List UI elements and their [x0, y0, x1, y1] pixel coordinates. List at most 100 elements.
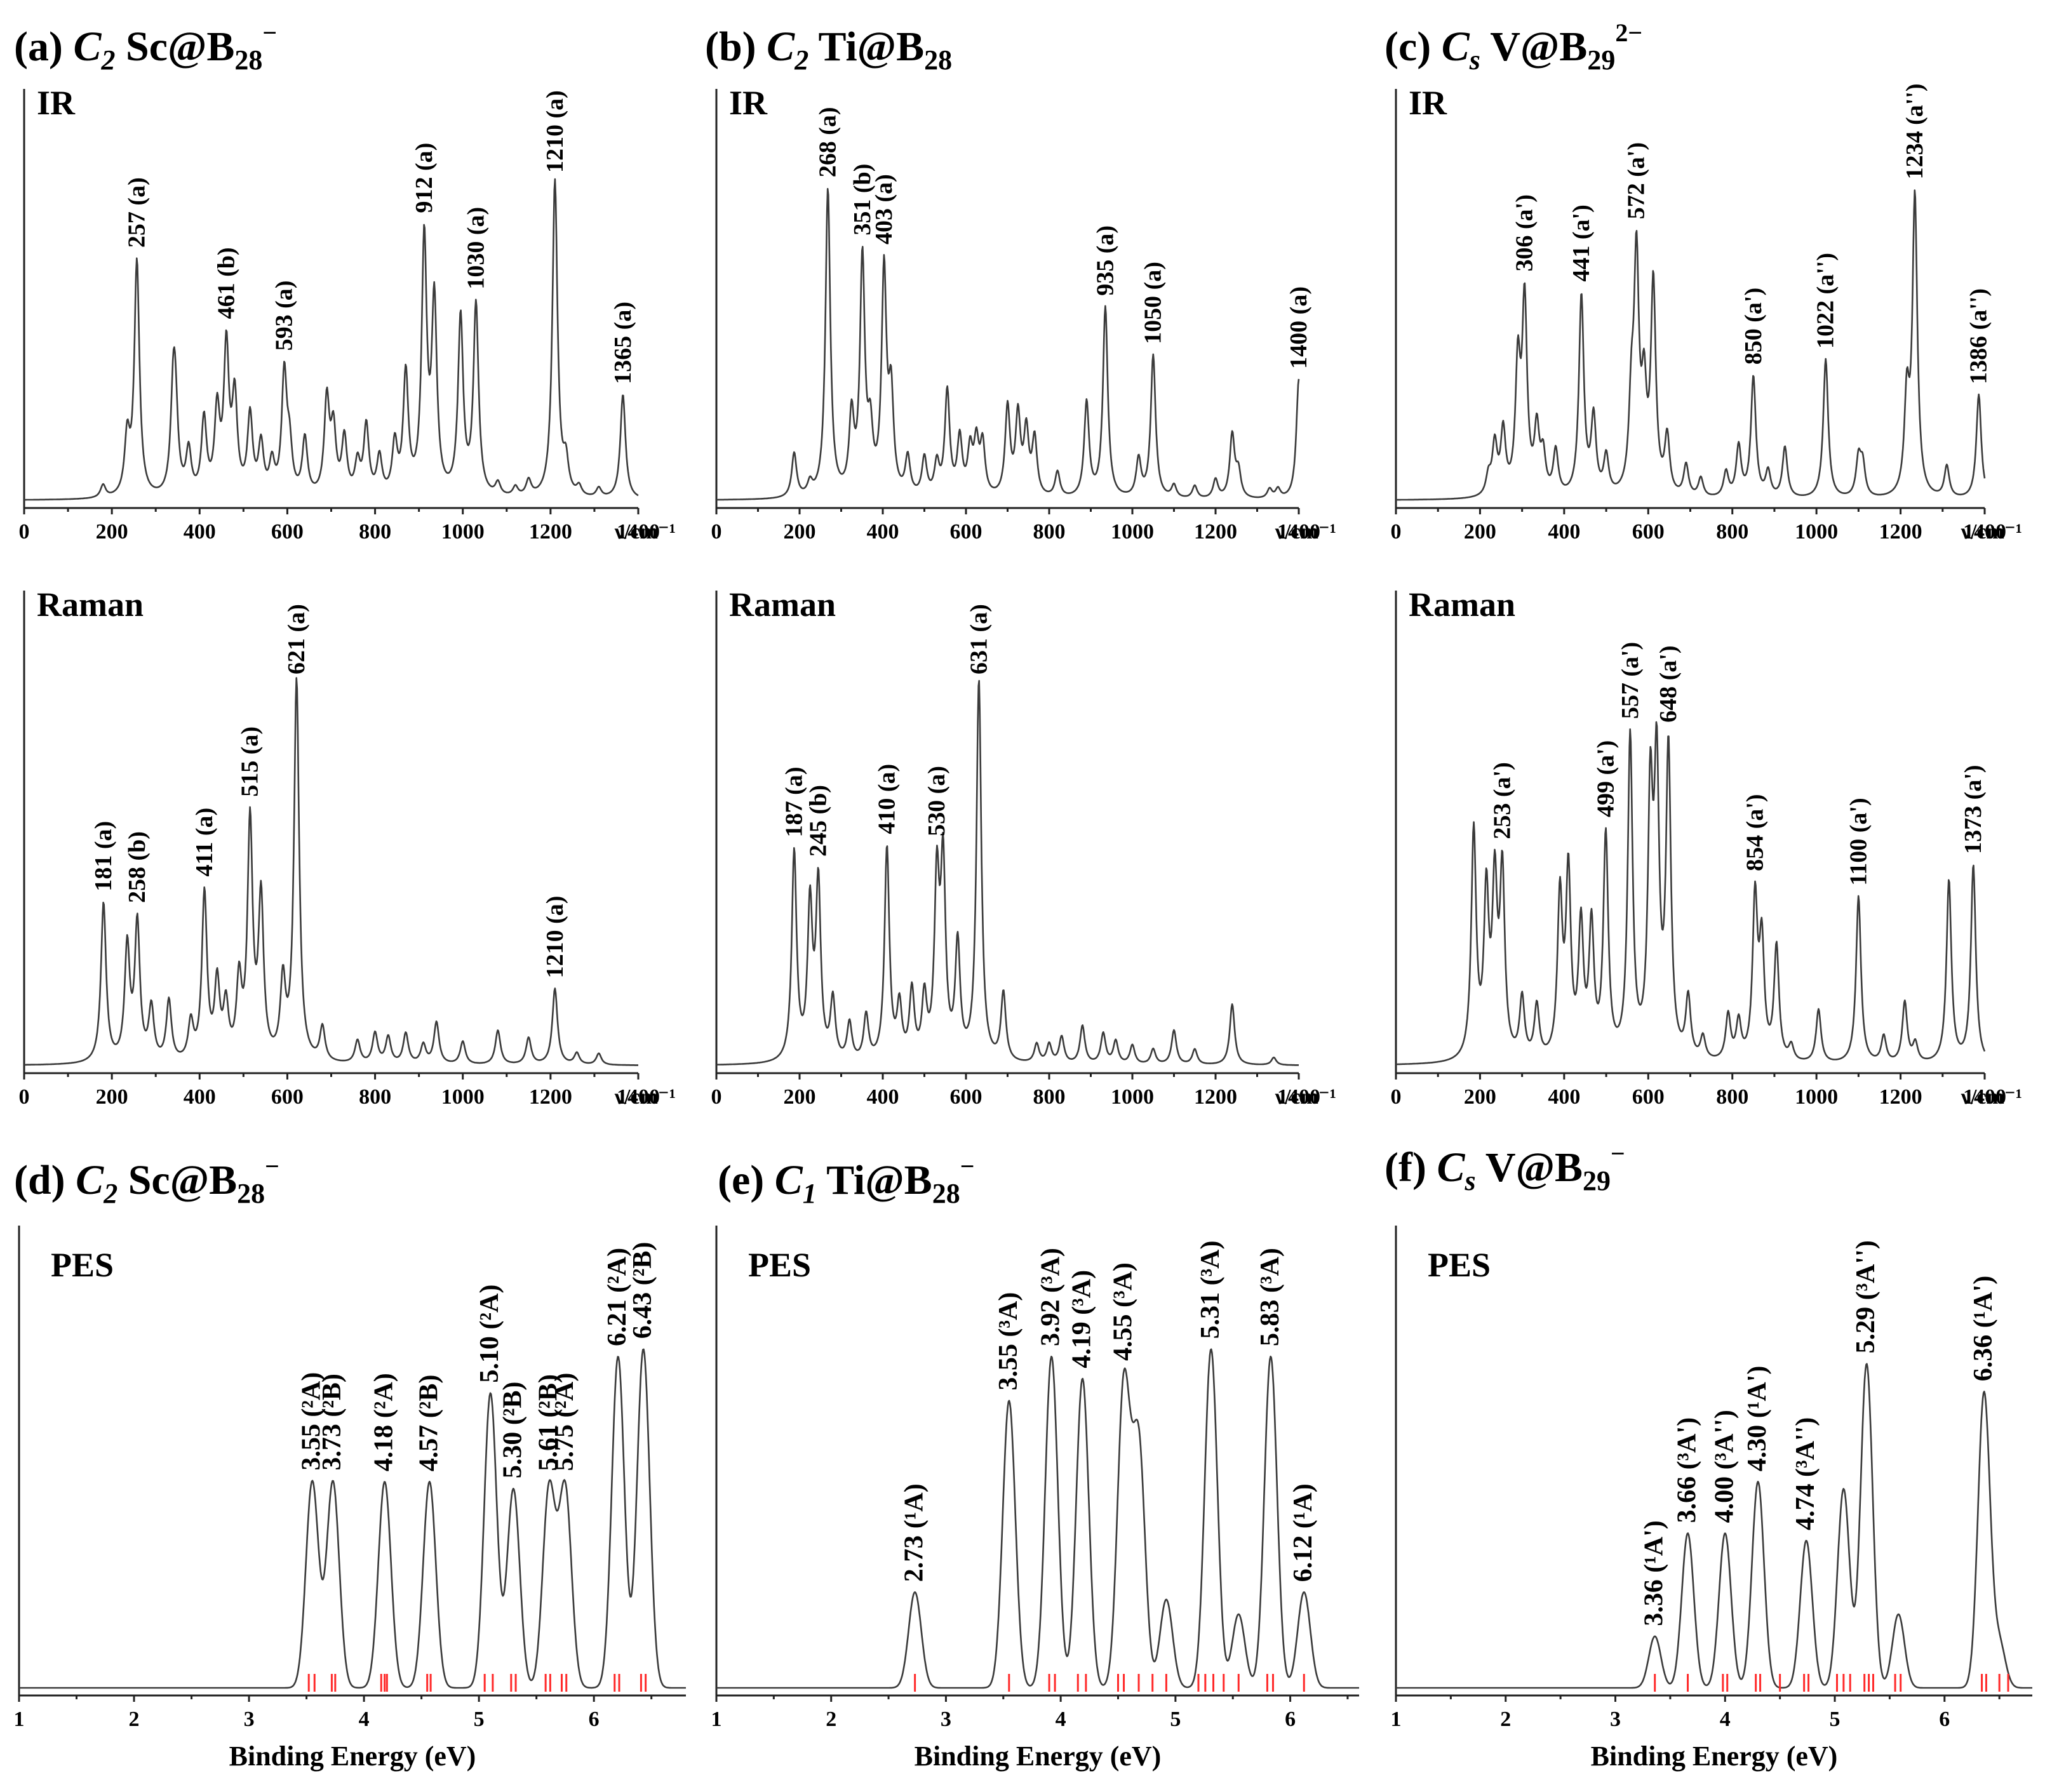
- peak-label: 5.61 (²B): [534, 1374, 563, 1471]
- title-part: 2: [794, 44, 808, 76]
- peak-label: 4.00 (³A''): [1710, 1410, 1739, 1523]
- peak-label: 1386 (a''): [1966, 288, 1992, 384]
- x-tick-label: 600: [271, 1085, 304, 1109]
- peak-label: 1022 (a''): [1813, 253, 1839, 349]
- x-tick-label: 4: [1056, 1708, 1066, 1731]
- peak-label: 306 (a'): [1512, 194, 1538, 271]
- peak-label: 253 (a'): [1489, 762, 1516, 839]
- peak-label: 3.92 (³A): [1036, 1248, 1066, 1346]
- x-tick-label: 2: [129, 1708, 140, 1731]
- peak-label: 4.74 (³A''): [1791, 1417, 1820, 1530]
- title-part: 28: [932, 1178, 960, 1209]
- peak-label: 441 (a'): [1568, 204, 1595, 281]
- peak-label: 3.66 (³A'): [1673, 1417, 1702, 1523]
- x-tick-label: 2: [826, 1708, 836, 1731]
- x-tick-label: 1000: [1795, 520, 1838, 544]
- x-tick-label: 0: [19, 1085, 30, 1109]
- peak-label: 1234 (a''): [1901, 83, 1928, 179]
- x-tick-label: 800: [359, 520, 391, 544]
- spectrum-kind-label: PES: [51, 1246, 114, 1284]
- spectrum-line: [23, 178, 639, 501]
- peak-label: 411 (a): [191, 808, 218, 877]
- peak-label: 6.12 (¹A): [1289, 1483, 1318, 1582]
- peak-label: 2.73 (¹A): [900, 1483, 929, 1582]
- x-tick-label: 4: [1720, 1708, 1731, 1731]
- x-tick-label: 1200: [529, 1085, 572, 1109]
- peak-label: 1210 (a): [542, 896, 568, 979]
- x-tick-label: 200: [1464, 520, 1496, 544]
- x-tick-label: 1200: [1194, 520, 1237, 544]
- spectrum-kind-label: IR: [37, 84, 76, 122]
- x-tick-label: 0: [711, 520, 722, 544]
- peak-label: 5.75 (²A): [550, 1373, 579, 1471]
- title-part: V@B: [1476, 1144, 1583, 1191]
- x-tick-label: 800: [1716, 520, 1748, 544]
- title-part: Sc@B: [117, 1157, 237, 1203]
- spectrum-line: [716, 1348, 1360, 1689]
- x-tick-label: 4: [359, 1708, 370, 1731]
- x-tick-label: 400: [184, 520, 216, 544]
- spectrum-kind-label: IR: [729, 84, 768, 122]
- panel-title: (e) C1 Ti@B28−: [718, 1152, 974, 1209]
- x-axis-label: Binding Energy (eV): [229, 1741, 476, 1772]
- x-tick-label: 6: [1939, 1708, 1950, 1731]
- x-tick-label: 400: [1548, 1085, 1580, 1109]
- x-tick-label: 600: [950, 520, 982, 544]
- x-tick-label: 1000: [441, 520, 485, 544]
- peak-label: 6.21 (²A): [603, 1248, 632, 1346]
- title-part: (b): [705, 23, 767, 70]
- x-tick-label: 1000: [1111, 1085, 1154, 1109]
- peak-label: 935 (a): [1092, 225, 1118, 296]
- peak-label: 3.73 (²B): [318, 1374, 347, 1471]
- x-axis-label: ν/cm⁻¹: [1961, 1085, 2022, 1109]
- peak-label: 4.57 (²B): [414, 1375, 443, 1472]
- title-part: C: [73, 23, 102, 70]
- spectrum-line: [1395, 1363, 2033, 1689]
- title-part: 29: [1583, 1165, 1611, 1196]
- title-part: (f): [1385, 1144, 1437, 1191]
- title-part: 28: [924, 44, 952, 76]
- x-tick-label: 600: [1632, 1085, 1665, 1109]
- title-part: C: [775, 1157, 803, 1203]
- peak-label: 515 (a): [237, 726, 264, 797]
- peak-label: 854 (a'): [1741, 794, 1768, 871]
- x-tick-label: 1000: [1111, 520, 1154, 544]
- title-part: 29: [1587, 44, 1615, 76]
- x-tick-label: 1200: [529, 520, 572, 544]
- x-tick-label: 1200: [1879, 520, 1922, 544]
- spectrum-kind-label: IR: [1409, 84, 1447, 122]
- peak-label: 1100 (a'): [1845, 798, 1872, 885]
- x-tick-label: 0: [19, 520, 30, 544]
- title-part: C: [767, 23, 795, 70]
- spectrum-line: [716, 188, 1300, 501]
- peak-label: 1365 (a): [610, 302, 636, 384]
- spectrum-kind-label: Raman: [1409, 585, 1515, 624]
- x-tick-label: 200: [1464, 1085, 1496, 1109]
- x-tick-label: 3: [1610, 1708, 1621, 1731]
- title-part: 1: [803, 1178, 817, 1209]
- x-tick-label: 400: [1548, 520, 1580, 544]
- x-tick-label: 200: [96, 520, 128, 544]
- x-tick-label: 0: [711, 1085, 722, 1109]
- peak-label: 403 (a): [871, 174, 897, 244]
- x-tick-label: 3: [244, 1708, 255, 1731]
- peak-label: 187 (a): [781, 767, 807, 838]
- peak-label: 3.36 (¹A'): [1640, 1520, 1669, 1626]
- x-axis-label: Binding Energy (eV): [1591, 1741, 1838, 1772]
- plot-e_pes: 1 2 3 4 5 6 Binding Energy (eV) PES 2.73 (¹A) 3.5…: [711, 1226, 1360, 1772]
- spectrum-line: [1395, 189, 1986, 501]
- x-axis-label: ν/cm⁻¹: [614, 1085, 676, 1109]
- peak-label: 593 (a): [271, 281, 298, 351]
- x-axis-label: Binding Energy (eV): [915, 1741, 1162, 1772]
- peak-label: 5.31 (³A): [1196, 1240, 1225, 1339]
- spectrum-kind-label: PES: [748, 1246, 811, 1284]
- title-part: −: [1611, 1139, 1625, 1168]
- x-tick-label: 200: [784, 520, 816, 544]
- title-part: Sc@B: [116, 23, 235, 70]
- peak-label: 3.55 (²A): [297, 1372, 326, 1471]
- x-tick-label: 600: [1632, 520, 1665, 544]
- x-tick-label: 1200: [1194, 1085, 1237, 1109]
